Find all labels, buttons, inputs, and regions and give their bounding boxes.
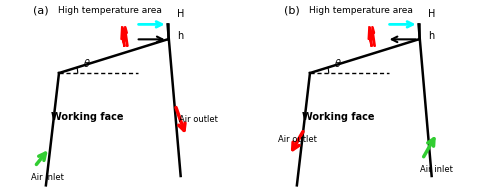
Text: High temperature area: High temperature area	[58, 6, 162, 15]
Text: Air inlet: Air inlet	[420, 165, 454, 174]
Text: H: H	[177, 9, 184, 19]
Text: θ: θ	[84, 59, 89, 69]
Polygon shape	[121, 26, 124, 47]
Text: Air inlet: Air inlet	[31, 173, 64, 182]
Text: (b): (b)	[284, 6, 300, 16]
Polygon shape	[368, 26, 372, 47]
Polygon shape	[124, 26, 128, 47]
Text: High temperature area: High temperature area	[308, 6, 412, 15]
Text: h: h	[177, 31, 183, 41]
Text: Air outlet: Air outlet	[278, 135, 317, 144]
Text: H: H	[428, 9, 436, 19]
Text: Working face: Working face	[302, 112, 374, 122]
Text: Working face: Working face	[51, 112, 124, 122]
Text: θ: θ	[334, 59, 340, 69]
Text: Air outlet: Air outlet	[179, 115, 218, 124]
Text: (a): (a)	[33, 6, 48, 16]
Text: h: h	[428, 31, 434, 41]
Polygon shape	[372, 26, 374, 47]
